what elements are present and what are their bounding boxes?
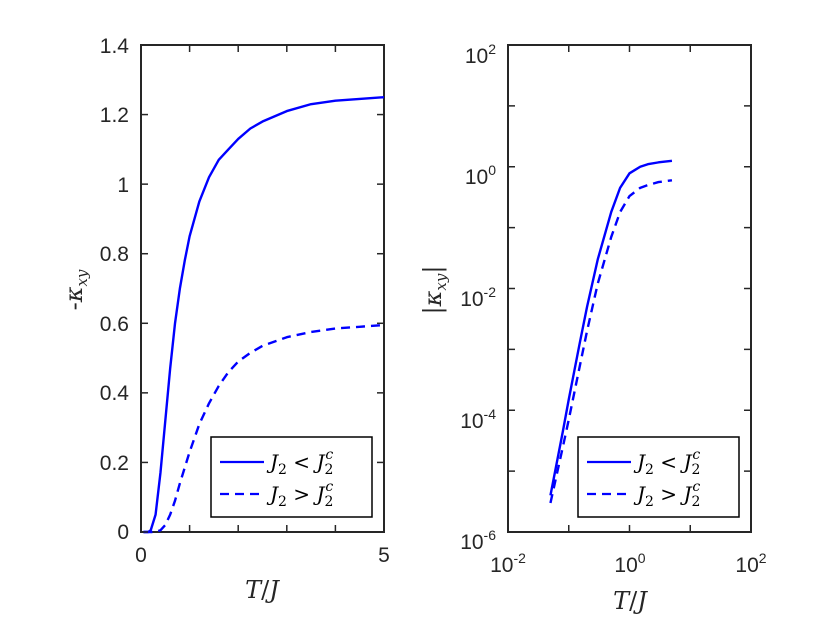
left-ytick-label: 1.4 [100, 35, 130, 58]
left-ytick-label: 0 [117, 521, 129, 544]
left-ytick-label: 0.2 [100, 452, 129, 475]
right-ytick-label: 10-2 [460, 284, 496, 311]
left-x-axis-label: T/J [245, 576, 280, 604]
right-series-layer [549, 159, 673, 504]
left-y-axis-label: -κxy [60, 269, 91, 310]
legend-label-j2-less: J2 < J2c [266, 447, 333, 478]
left-ytick-label: 0.8 [100, 243, 129, 266]
legend-label-j2-greater: J2 > J2c [633, 479, 700, 510]
left-series-line-solid [143, 95, 385, 534]
left-ytick-label: 0.6 [100, 313, 129, 336]
left-series-layer [143, 95, 385, 534]
right-series-line-solid [549, 159, 673, 496]
right-series-line-dashed [549, 179, 673, 504]
right-tick-layer [507, 44, 752, 533]
right-legend-box [577, 436, 740, 518]
legend-label-j2-greater: J2 > J2c [266, 479, 333, 510]
left-ytick-label: 0.4 [100, 382, 130, 405]
left-ytick-label: 1 [117, 174, 129, 197]
left-tick-layer [140, 44, 385, 533]
left-legend: J2 < J2c J2 > J2c [210, 436, 373, 518]
left-ytick-label: 1.2 [100, 104, 129, 127]
left-xtick-label: 5 [378, 544, 390, 567]
right-x-axis-label: T/J [613, 587, 648, 615]
legend-label-j2-less: J2 < J2c [633, 447, 700, 478]
right-y-axis-label: |κxy| [419, 266, 450, 315]
right-legend: J2 < J2c J2 > J2c [577, 436, 740, 518]
left-xtick-label: 0 [135, 544, 147, 567]
left-chart: 0 0.2 0.4 0.6 0.8 1 1.2 1.4 0 5 T/J -κxy… [60, 35, 390, 604]
left-legend-box [210, 436, 373, 518]
